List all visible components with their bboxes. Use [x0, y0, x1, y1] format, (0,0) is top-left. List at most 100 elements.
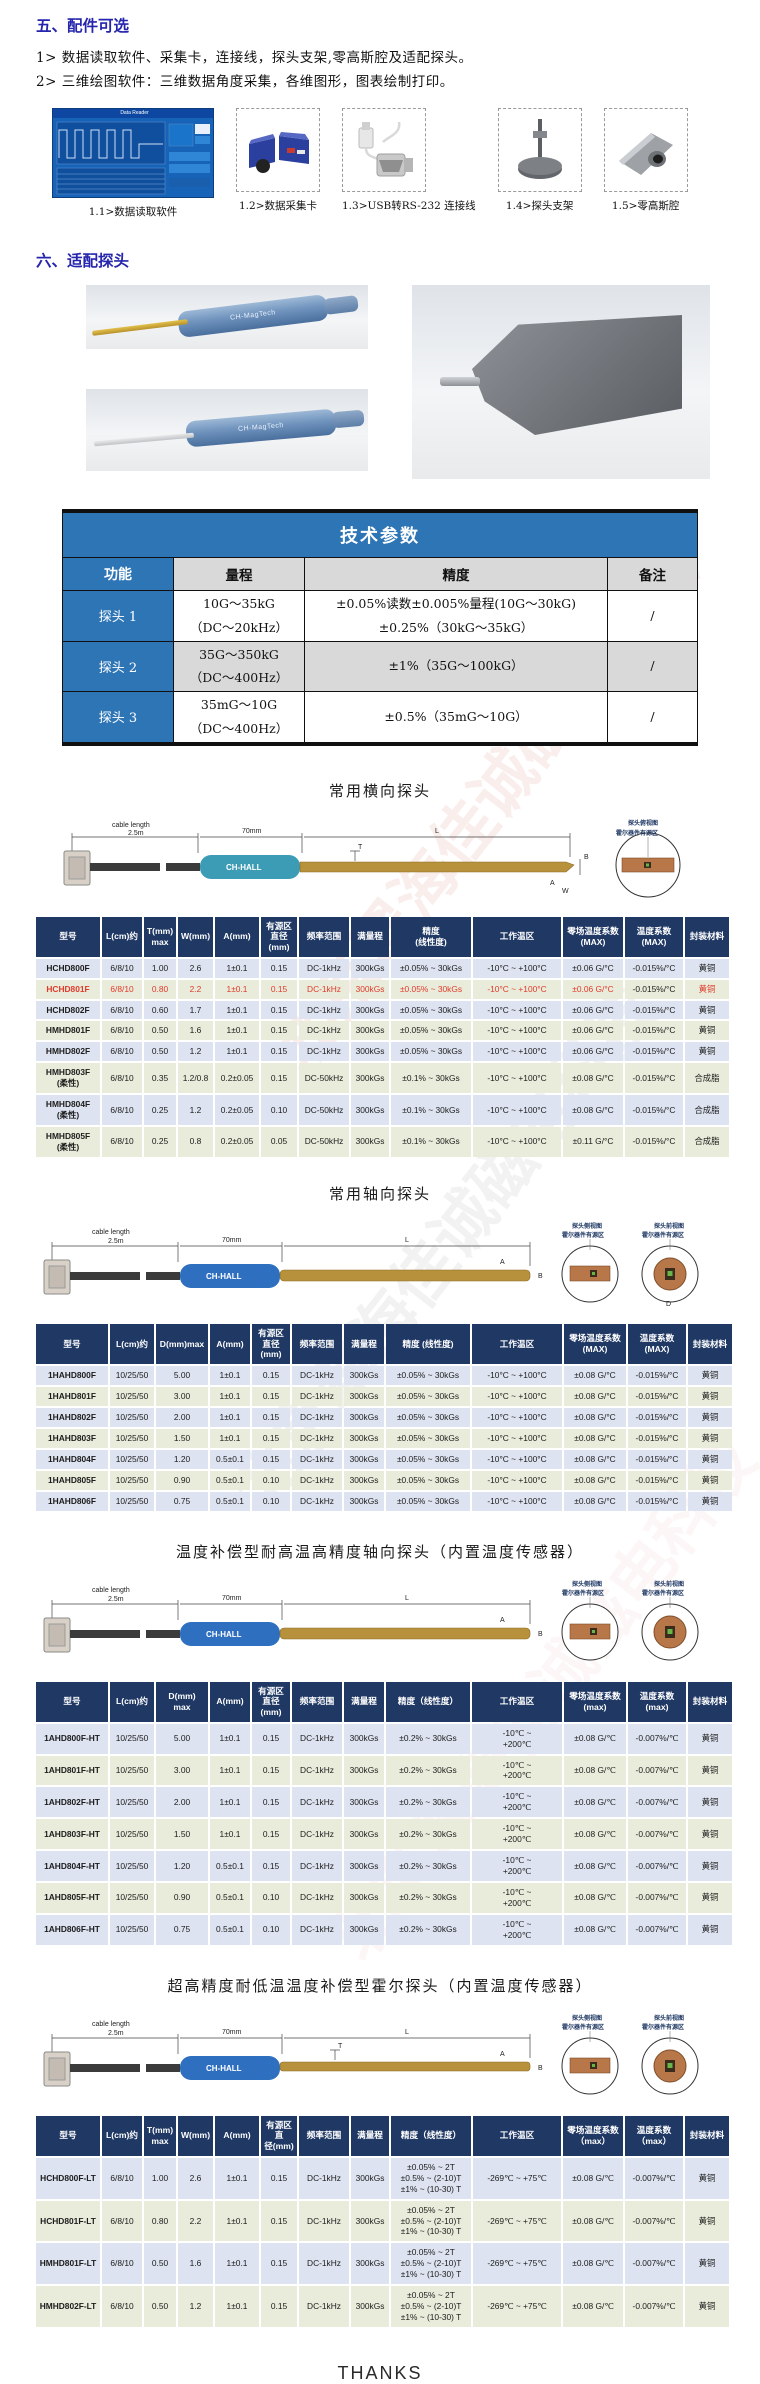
table-cell: 0.5±0.1 — [210, 1470, 250, 1490]
table-cell: 10/25/50 — [110, 1407, 154, 1427]
table-cell: 0.15 — [261, 1000, 297, 1020]
table-cell: DC-1kHz — [299, 2286, 349, 2327]
column-header: A(mm) — [210, 1681, 250, 1722]
cable — [70, 1629, 140, 1638]
column-header: 温度系数 (MAX) — [625, 916, 683, 957]
table-cell: DC-1kHz — [292, 1755, 342, 1786]
table-row: 探头 2 35G～350kG （DC～400Hz） ±1%（35G～100kG）… — [62, 640, 698, 692]
cable-length-value: 2.5m — [108, 1238, 124, 1245]
table-cell: DC-50kHz — [299, 1063, 349, 1094]
table-cell: 黄铜 — [688, 1386, 732, 1406]
table-cell: 1.2/0.8 — [178, 1063, 213, 1094]
table-cell: DC-1kHz — [299, 979, 349, 999]
cable-length-label: cable length — [92, 2021, 130, 2028]
table-cell: 0.15 — [261, 1021, 297, 1041]
table-cell: 1.20 — [156, 1449, 208, 1469]
table-row: HCHD801F-LT 6/8/10 0.80 2.2 1±0.1 0.15 DC-1kHz… — [36, 2200, 729, 2242]
table-cell: ±0.05% ~ 30kGs — [386, 1366, 470, 1385]
probe-photo-device — [412, 285, 710, 479]
table-cell: 0.15 — [261, 2200, 297, 2242]
table-cell: -10°C ~ +100°C — [473, 1021, 561, 1041]
table-cell: HMHD803F (柔性) — [36, 1063, 100, 1094]
active-area-label: 霍尔器件有源区 — [562, 2023, 604, 2031]
table-cell: ±0.08 G/°C — [563, 1063, 623, 1094]
table-cell: 黄铜 — [688, 1914, 732, 1945]
table-cell: ±0.08 G/℃ — [563, 2243, 623, 2285]
table-cell: / — [607, 590, 698, 642]
dim-A: A — [550, 880, 555, 887]
section5-title: 五、配件可选 — [36, 18, 130, 35]
column-header: W(mm) — [178, 916, 213, 957]
table-cell: 0.15 — [252, 1723, 290, 1754]
table-cell: ±0.05% ~ 30kGs — [386, 1449, 470, 1469]
column-header: 频率范围 — [292, 1323, 342, 1365]
active-area-label: 霍尔器件有源区 — [642, 1231, 684, 1239]
column-header: 有源区直 径(mm) — [261, 2115, 297, 2156]
ht-axial-probe-table: 型号 L(cm)约 D(mm) max A(mm) 有源区 直径 (mm) 频率范围 满量程… — [34, 1680, 734, 1947]
table-cell: 1.7 — [178, 1000, 213, 1020]
column-header: 封装材料 — [688, 1681, 732, 1722]
table-row: 1AHD801F-HT 10/25/50 3.00 1±0.1 0.15 DC-1kHz 3… — [36, 1755, 732, 1786]
dim-B: B — [584, 854, 589, 861]
column-header: L(cm)约 — [110, 1323, 154, 1365]
table-cell: DC-1kHz — [292, 1386, 342, 1406]
table-cell: 2.2 — [178, 979, 213, 999]
stem-length-label: L — [435, 828, 439, 835]
header-row: 型号 L(cm)约 D(mm) max A(mm) 有源区 直径 (mm) 频率范围 满量程… — [36, 1681, 732, 1722]
table-cell: 300kGs — [344, 1491, 384, 1511]
probe-stand-image — [517, 119, 562, 179]
table-cell: 合成脂 — [685, 1095, 729, 1125]
table-cell: ±0.05% ~ 2T ±0.5% ~ (2-10)T ±1% ~ (10-30… — [391, 2286, 471, 2327]
table-cell: 1.2 — [178, 2286, 213, 2327]
table-cell: 1±0.1 — [215, 979, 259, 999]
table-cell: -10°C ~ +100°C — [473, 1063, 561, 1094]
table-cell: 10/25/50 — [110, 1851, 154, 1881]
table-cell: ±0.2% ~ 30kGs — [386, 1787, 470, 1818]
column-header: 精度（线性度） — [386, 1681, 470, 1722]
table-cell: 35G～350kG （DC～400Hz） — [173, 640, 305, 692]
table-cell: 黄铜 — [688, 1787, 732, 1818]
table-cell: -0.015%/°C — [628, 1428, 686, 1448]
table-cell: ±0.1% ~ 30kGs — [391, 1095, 471, 1125]
table-cell: 0.10 — [252, 1491, 290, 1511]
table-row: 1HAHD805F 10/25/50 0.90 0.5±0.1 0.10 DC-1kHz 3… — [36, 1470, 732, 1490]
column-header: 有源区 直径 (mm) — [252, 1681, 290, 1722]
probe-name: 探头 2 — [62, 640, 174, 692]
table-cell: 1AHD806F-HT — [36, 1914, 108, 1945]
handle-brand-label: CH-HALL — [226, 863, 262, 872]
column-header: 精度 (线性度) — [386, 1323, 470, 1365]
table-cell: 0.5±0.1 — [210, 1914, 250, 1945]
ht-axial-probe-diagram: cable length 2.5m 70mm L CH-HALL A B 探头侧… — [43, 1580, 699, 1660]
table-cell: -0.007%/℃ — [628, 1755, 686, 1786]
dim-B: B — [538, 1273, 543, 1280]
table-cell: 10/25/50 — [110, 1428, 154, 1448]
table-cell: HMHD801F-LT — [36, 2243, 100, 2285]
table-cell: 0.8 — [178, 1127, 213, 1157]
table-cell: 1±0.1 — [215, 2286, 259, 2327]
table-cell: 300kGs — [344, 1851, 384, 1881]
table-cell: 0.5±0.1 — [210, 1851, 250, 1881]
table-cell: -0.007%/℃ — [625, 2243, 683, 2285]
cable — [70, 2063, 140, 2072]
dim-B: B — [538, 1631, 543, 1638]
table-cell: 0.75 — [156, 1491, 208, 1511]
table-cell: 0.05 — [261, 1127, 297, 1157]
table-cell: 0.60 — [144, 1000, 176, 1020]
table-cell: -0.015%/°C — [625, 958, 683, 978]
table-cell: ±0.05% ~ 30kGs — [386, 1470, 470, 1490]
table-cell: DC-1kHz — [292, 1819, 342, 1850]
table-cell: 1HAHD801F — [36, 1386, 108, 1406]
handle-length-label: 70mm — [222, 1237, 242, 1244]
table-cell: 1.00 — [144, 958, 176, 978]
table-cell: 黄铜 — [688, 1491, 732, 1511]
table-row: 1AHD802F-HT 10/25/50 2.00 1±0.1 0.15 DC-1kHz 3… — [36, 1787, 732, 1818]
table-cell: ±0.08 G/℃ — [564, 1851, 626, 1881]
tip-front-view-label: 探头前视图 — [654, 1222, 684, 1230]
accessory-caption: 1.2>数据采集卡 — [239, 200, 317, 212]
table-cell: ±0.05% ~ 30kGs — [386, 1386, 470, 1406]
table-cell: 0.75 — [156, 1914, 208, 1945]
table-cell: 300kGs — [351, 1042, 389, 1062]
table-cell: 0.10 — [252, 1882, 290, 1913]
table-cell: -10℃ ~ +200℃ — [472, 1851, 562, 1881]
table-cell: 6/8/10 — [102, 2157, 142, 2199]
